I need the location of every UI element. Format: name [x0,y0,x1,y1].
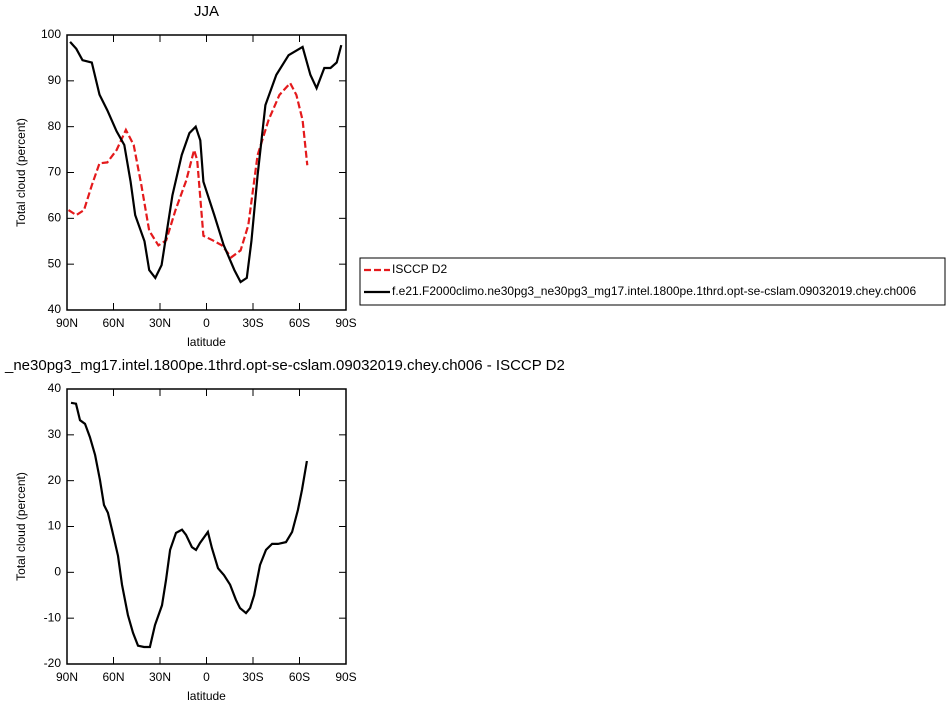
y-tick-label: 60 [48,211,62,225]
y-tick-label: 50 [48,256,62,270]
data-line [67,81,309,259]
x-tick-label: 90S [335,670,356,684]
x-axis-label: latitude [187,335,226,349]
legend-label: ISCCP D2 [392,262,447,276]
y-tick-label: 20 [48,473,62,487]
y-tick-label: 30 [48,427,62,441]
x-tick-label: 30N [149,670,171,684]
x-tick-label: 0 [203,670,210,684]
y-tick-label: 40 [48,302,62,316]
y-axis-label: Total cloud (percent) [14,118,28,227]
y-tick-label: 90 [48,73,62,87]
chart-title: JJA [194,3,219,20]
x-tick-label: 90N [56,670,78,684]
x-tick-label: 60N [102,316,124,330]
y-axis-label: Total cloud (percent) [14,472,28,581]
plot-frame [66,388,347,665]
plot-frame [66,34,347,311]
data-line [70,401,308,649]
x-tick-label: 30N [149,316,171,330]
x-axis-label: latitude [187,689,226,703]
chart-title: _ne30pg3_mg17.intel.1800pe.1thrd.opt-se-… [4,357,565,374]
x-tick-label: 60S [289,670,310,684]
y-tick-label: 10 [48,519,62,533]
y-tick-label: 0 [54,565,61,579]
y-tick-label: 100 [41,27,61,41]
x-tick-label: 30S [242,316,263,330]
y-tick-label: -20 [44,656,62,670]
x-tick-label: 0 [203,316,210,330]
legend-label: f.e21.F2000climo.ne30pg3_ne30pg3_mg17.in… [392,284,916,298]
x-tick-label: 90S [335,316,356,330]
x-tick-label: 60S [289,316,310,330]
x-tick-label: 90N [56,316,78,330]
y-tick-label: 70 [48,165,62,179]
y-tick-label: -10 [44,610,62,624]
data-line [69,41,343,284]
y-tick-label: 80 [48,119,62,133]
x-tick-label: 30S [242,670,263,684]
legend-box [359,257,946,306]
y-tick-label: 40 [48,381,62,395]
x-tick-label: 60N [102,670,124,684]
